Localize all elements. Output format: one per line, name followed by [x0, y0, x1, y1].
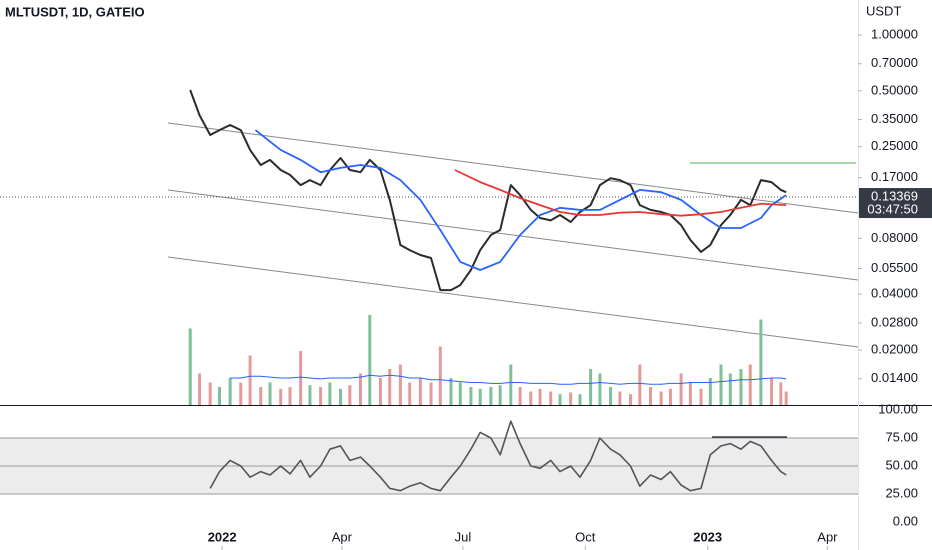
- volume-bar: [299, 351, 303, 405]
- volume-bar: [688, 382, 692, 405]
- volume-bar: [779, 382, 783, 405]
- volume-bar: [198, 373, 202, 405]
- volume-bar: [668, 388, 672, 405]
- volume-bar: [648, 387, 652, 405]
- volume-bar: [348, 385, 352, 405]
- rsi-tick-label: 75.00: [885, 429, 918, 444]
- y-tick-label: 0.04000: [871, 286, 918, 301]
- channel-line: [167, 189, 859, 281]
- volume-bar: [728, 373, 732, 405]
- volume-bar: [518, 387, 522, 405]
- volume-bar: [358, 373, 362, 405]
- rsi-tick-label: 0.00: [893, 513, 918, 528]
- volume-bar: [538, 388, 542, 405]
- price-line: [189, 89, 787, 292]
- volume-bar: [719, 364, 723, 405]
- x-tick-label: 2023: [693, 529, 722, 544]
- volume-bar: [679, 373, 683, 405]
- volume-bar: [239, 382, 243, 405]
- volume-bar: [569, 392, 573, 405]
- rsi-band-group: [0, 437, 858, 495]
- volume-bar: [279, 388, 283, 405]
- volume-bar: [248, 355, 252, 405]
- volume-bar: [408, 382, 412, 405]
- y-tick-label: 0.02800: [871, 314, 918, 329]
- volume-bar: [319, 387, 323, 405]
- y-tick-label: 0.70000: [871, 55, 918, 70]
- volume-bar: [558, 394, 562, 405]
- volume-bar: [418, 378, 422, 405]
- chart-title: MLTUSDT, 1D, GATEIO: [5, 4, 145, 19]
- volume-bar: [784, 391, 788, 405]
- volume-bar: [339, 388, 343, 405]
- volume-bar: [208, 382, 212, 405]
- volume-bar: [458, 382, 462, 405]
- volume-bar: [708, 378, 712, 405]
- volume-bar: [498, 385, 502, 405]
- price-line: [454, 169, 787, 217]
- y-tick-label: 0.50000: [871, 82, 918, 97]
- x-tick-label: Apr: [817, 529, 838, 544]
- volume-bar: [328, 382, 332, 405]
- x-tick-label: Jul: [455, 529, 472, 544]
- rsi-tick-label: 25.00: [885, 485, 918, 500]
- rsi-line: [209, 420, 787, 492]
- volume-bar: [398, 364, 402, 405]
- volume-bar: [638, 364, 642, 405]
- volume-bar: [659, 391, 663, 405]
- volume-bar: [609, 387, 613, 405]
- y-tick-label: 0.17000: [871, 169, 918, 184]
- volume-bar: [629, 394, 633, 405]
- y-tick-label: 1.00000: [871, 26, 918, 41]
- volume-bar: [478, 388, 482, 405]
- volume-bar: [618, 391, 622, 405]
- volume-bar: [578, 394, 582, 405]
- volume-bar: [259, 387, 263, 405]
- volume-bar: [308, 385, 312, 405]
- volume-bar: [748, 364, 752, 405]
- y-tick-label: 0.05500: [871, 260, 918, 275]
- volume-bar: [217, 387, 221, 405]
- volume-bar: [469, 387, 473, 405]
- y-tick-label: 0.01400: [871, 370, 918, 385]
- last-price-label: 0.13369: [871, 188, 918, 203]
- volume-bar: [770, 378, 774, 405]
- volume-bar: [759, 319, 763, 405]
- volume-ma: [230, 374, 787, 385]
- volume-bar: [509, 364, 513, 405]
- x-tick-label: 2022: [208, 529, 237, 544]
- volume-bar: [529, 391, 533, 405]
- volume-bar: [438, 346, 442, 405]
- rsi-tick-label: 50.00: [885, 457, 918, 472]
- volume-bar: [288, 387, 292, 405]
- rsi-tick-label: 100.00: [878, 401, 918, 416]
- volume-bar: [598, 373, 602, 405]
- y-tick-label: 0.08000: [871, 230, 918, 245]
- volume-bar: [489, 387, 493, 405]
- y-tick-label: 0.35000: [871, 111, 918, 126]
- x-tick-label: Oct: [575, 529, 596, 544]
- x-tick-label: Apr: [332, 529, 353, 544]
- y-tick-label: 0.02000: [871, 341, 918, 356]
- channel-line: [167, 256, 859, 348]
- y-tick-label: 0.25000: [871, 138, 918, 153]
- volume-bar: [699, 388, 703, 405]
- volume-bar: [228, 378, 232, 405]
- volume-bar: [268, 382, 272, 405]
- volume-bar: [368, 315, 372, 405]
- y-axis-label: USDT: [866, 3, 901, 18]
- channel-line: [167, 122, 859, 214]
- countdown-label: 03:47:50: [867, 201, 918, 216]
- volume-bar: [388, 369, 392, 405]
- volume-bar: [549, 391, 553, 405]
- volume-bar: [378, 378, 382, 405]
- volume-bar: [739, 369, 743, 405]
- volume-bar: [449, 378, 453, 405]
- volume-bar: [589, 369, 593, 405]
- volume-bar: [188, 328, 192, 405]
- volume-bar: [429, 382, 433, 405]
- price-line: [254, 129, 787, 271]
- last-price-box: [859, 188, 932, 219]
